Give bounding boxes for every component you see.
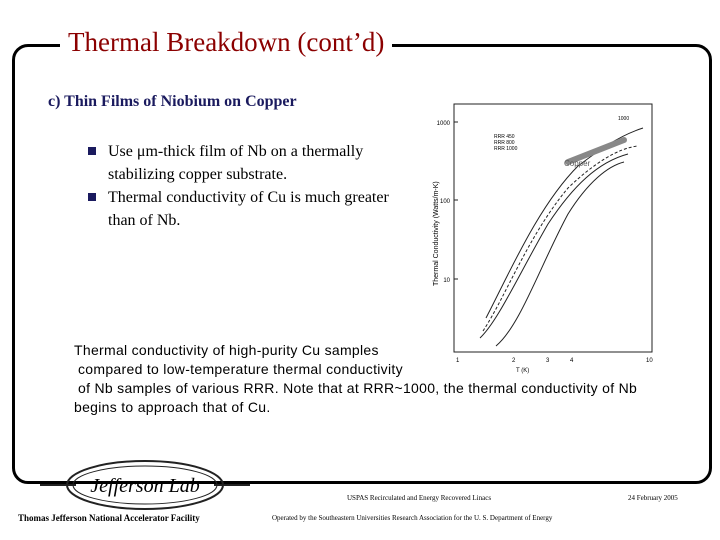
y-tick-label: 10 — [443, 278, 450, 284]
footer-date: 24 February 2005 — [628, 494, 678, 502]
curve-label: 1000 — [618, 116, 629, 122]
caption-line: begins to approach that of Cu. — [74, 399, 271, 415]
bullet-item: Thermal conductivity of Cu is much great… — [88, 186, 408, 232]
square-bullet-icon — [88, 193, 96, 201]
logo-text: Jefferson Lab — [90, 475, 199, 497]
caption-line: Thermal conductivity of high-purity Cu s… — [74, 342, 379, 358]
figure-caption: Thermal conductivity of high-purity Cu s… — [74, 341, 674, 417]
footer-operated-by: Operated by the Southeastern Universitie… — [272, 514, 553, 522]
y-axis-label: Thermal Conductivity (Watts/m-K) — [433, 181, 440, 286]
nb-curve-rrr450 — [479, 153, 629, 339]
x-tick-label: 3 — [546, 358, 550, 364]
nb-curve-low — [495, 161, 625, 347]
jefferson-lab-logo: Jefferson Lab — [40, 460, 250, 510]
legend-entry: RRR 450 — [494, 134, 515, 140]
slide-title: Thermal Breakdown (cont’d) — [68, 27, 385, 57]
legend-entry: RRR 800 — [494, 140, 515, 146]
bullet-item: Use μm-thick film of Nb on a thermally s… — [88, 140, 408, 186]
caption-line: compared to low-temperature thermal cond… — [78, 361, 403, 377]
bullet-text: Thermal conductivity of Cu is much great… — [108, 189, 389, 229]
x-tick-label: 10 — [646, 358, 653, 364]
square-bullet-icon — [88, 147, 96, 155]
footer-course: USPAS Recirculated and Energy Recovered … — [347, 494, 492, 502]
bullet-list: Use μm-thick film of Nb on a thermally s… — [88, 140, 408, 232]
x-tick-label: 2 — [512, 358, 516, 364]
x-tick-label: 4 — [570, 358, 574, 364]
x-tick-label: 1 — [456, 358, 460, 364]
footer-organization: Thomas Jefferson National Accelerator Fa… — [18, 513, 200, 523]
bullet-text: Use μm-thick film of Nb on a thermally s… — [108, 143, 364, 183]
nb-curve-rrr800 — [482, 145, 639, 332]
plot-frame — [453, 103, 653, 353]
copper-band — [565, 137, 627, 165]
x-axis-label: T (K) — [516, 368, 529, 374]
thermal-conductivity-plot: 1000 100 10 Thermal Conductivity (Watts/… — [433, 103, 653, 374]
copper-label: Copper — [564, 159, 591, 168]
y-tick-label: 1000 — [437, 121, 451, 127]
slide-subtitle: c) Thin Films of Niobium on Copper — [48, 93, 297, 110]
caption-line: of Nb samples of various RRR. Note that … — [78, 380, 638, 396]
title-container: Thermal Breakdown (cont’d) — [60, 24, 393, 60]
y-tick-label: 100 — [440, 199, 451, 205]
legend-entry: RRR 1000 — [494, 146, 518, 152]
